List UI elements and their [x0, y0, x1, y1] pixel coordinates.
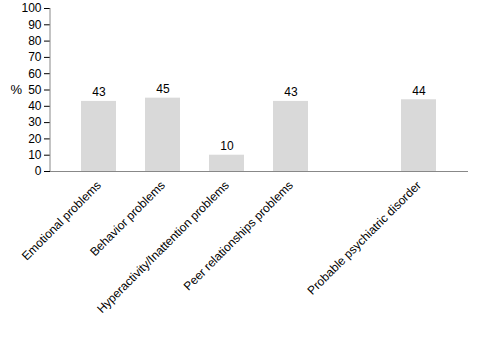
svg-text:Probable psychiatric disorder: Probable psychiatric disorder: [305, 178, 424, 297]
svg-text:44: 44: [412, 84, 426, 98]
svg-text:10: 10: [28, 148, 42, 162]
svg-text:%: %: [11, 82, 23, 97]
svg-text:0: 0: [35, 164, 42, 178]
svg-text:50: 50: [28, 83, 42, 97]
svg-text:30: 30: [28, 115, 42, 129]
svg-text:100: 100: [21, 1, 41, 15]
svg-text:10: 10: [220, 139, 234, 153]
svg-text:90: 90: [28, 18, 42, 32]
svg-text:Emotional problems: Emotional problems: [18, 178, 104, 264]
svg-text:Behavior problems: Behavior problems: [87, 178, 168, 259]
svg-text:80: 80: [28, 34, 42, 48]
svg-text:20: 20: [28, 132, 42, 146]
svg-text:43: 43: [92, 85, 106, 99]
svg-text:70: 70: [28, 50, 42, 64]
svg-text:40: 40: [28, 99, 42, 113]
svg-text:43: 43: [284, 85, 298, 99]
svg-text:Peer relationships problems: Peer relationships problems: [181, 178, 296, 293]
svg-text:45: 45: [156, 82, 170, 96]
svg-text:60: 60: [28, 67, 42, 81]
svg-text:Hyperactivity/Inattention prob: Hyperactivity/Inattention problems: [94, 178, 232, 316]
